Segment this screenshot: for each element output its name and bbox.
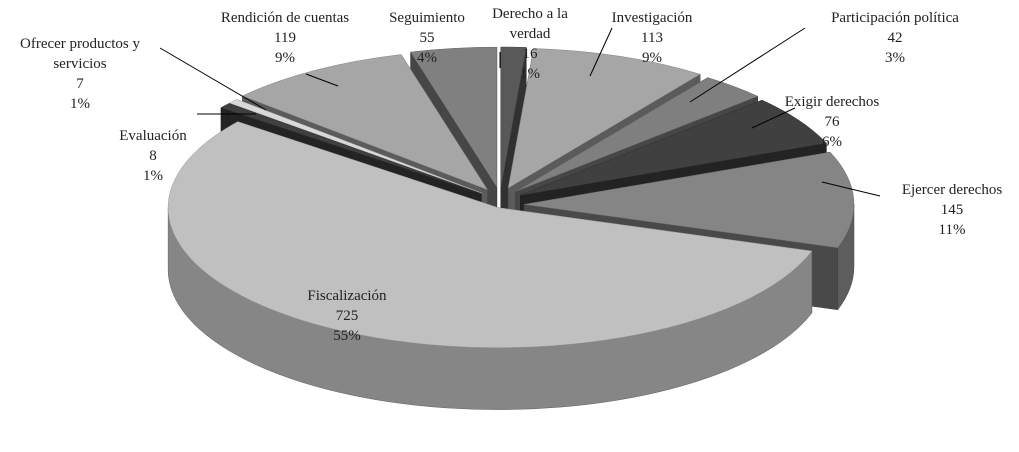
data-label: Ejercer derechos 145 11% xyxy=(882,180,1019,240)
data-label: Seguimiento 55 4% xyxy=(377,8,477,68)
data-label: Evaluación 8 1% xyxy=(103,126,203,186)
slice-top xyxy=(220,103,482,194)
label-percent: 9% xyxy=(275,50,295,66)
label-percent: 3% xyxy=(885,50,905,66)
label-percent: 11% xyxy=(938,222,966,238)
label-count: 119 xyxy=(274,30,296,46)
label-count: 55 xyxy=(419,30,435,46)
label-name: Seguimiento xyxy=(389,10,465,26)
label-count: 8 xyxy=(149,148,157,164)
data-label: Rendición de cuentas 119 9% xyxy=(200,8,370,68)
label-count: 725 xyxy=(335,308,359,324)
label-name: Participación política xyxy=(831,10,959,26)
label-name: Rendición de cuentas xyxy=(220,10,350,26)
label-name: Evaluación xyxy=(119,128,187,144)
leader-line xyxy=(689,27,806,103)
label-percent: 9% xyxy=(642,50,662,66)
slice-top xyxy=(410,46,498,189)
label-name: Ejercer derechos xyxy=(901,182,1003,198)
slice-top xyxy=(228,99,482,194)
slice xyxy=(167,121,813,410)
data-label: Participación política 42 3% xyxy=(805,8,985,68)
label-percent: 1% xyxy=(143,168,163,184)
data-label: Exigir derechos 76 6% xyxy=(762,92,902,152)
label-count: 76 xyxy=(824,114,840,130)
data-label: Investigación 113 9% xyxy=(587,8,717,68)
leader-line xyxy=(821,181,881,197)
data-label: Derecho a la verdad 16 1% xyxy=(480,4,580,84)
slice xyxy=(500,46,527,250)
leader-line xyxy=(589,27,613,77)
leader-line xyxy=(305,73,339,87)
slice-top xyxy=(500,46,527,188)
data-label: Fiscalización 725 55% xyxy=(277,286,417,346)
label-name: Derecho a la verdad xyxy=(492,6,568,42)
label-count: 16 xyxy=(522,46,538,62)
label-name: Investigación xyxy=(611,10,693,26)
label-name: Ofrecer productos y servicios xyxy=(20,36,140,72)
slice-top xyxy=(507,48,701,189)
label-percent: 1% xyxy=(70,96,90,112)
label-percent: 4% xyxy=(417,50,437,66)
label-name: Exigir derechos xyxy=(784,94,880,110)
leader-line xyxy=(159,47,267,111)
label-percent: 1% xyxy=(520,66,540,82)
label-percent: 6% xyxy=(822,134,842,150)
leader-line xyxy=(751,107,796,129)
slice-top xyxy=(241,54,489,191)
slice-top xyxy=(167,121,813,348)
label-count: 145 xyxy=(940,202,964,218)
label-count: 7 xyxy=(76,76,84,92)
label-count: 42 xyxy=(887,30,903,46)
slice-top xyxy=(520,99,827,196)
data-label: Ofrecer productos y servicios 7 1% xyxy=(0,34,160,114)
slice-top xyxy=(523,151,855,249)
label-name: Fiscalización xyxy=(307,288,387,304)
label-count: 113 xyxy=(641,30,663,46)
label-percent: 55% xyxy=(333,328,361,344)
slice-top xyxy=(515,77,759,192)
